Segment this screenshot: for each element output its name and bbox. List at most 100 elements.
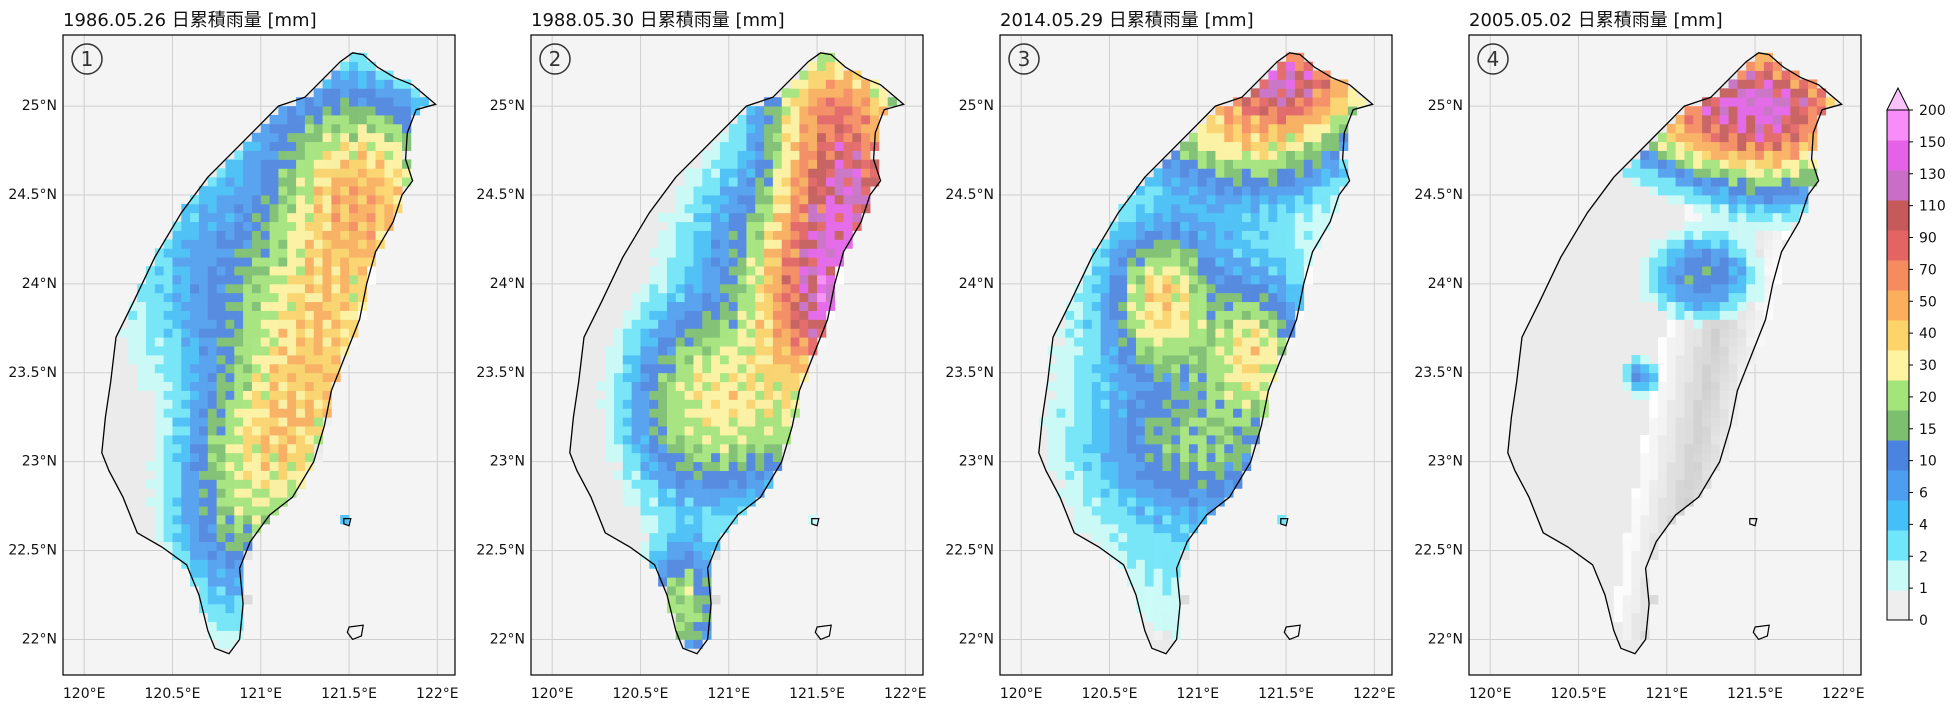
rain-cell <box>1294 88 1305 98</box>
rain-cell <box>1074 346 1084 356</box>
rain-cell <box>1268 186 1278 196</box>
rain-cell <box>1241 390 1252 400</box>
rain-cell <box>393 195 403 205</box>
rain-cell <box>772 106 783 116</box>
rain-cell <box>1162 595 1172 605</box>
rain-cell <box>1162 426 1172 436</box>
rain-cell <box>1215 443 1225 454</box>
rain-cell <box>1215 239 1225 249</box>
rain-cell <box>1197 275 1207 285</box>
rain-cell <box>154 479 165 489</box>
rain-cell <box>852 186 862 196</box>
rain-cell <box>737 497 747 507</box>
rain-cell <box>755 168 765 178</box>
rain-cell <box>728 221 738 231</box>
rain-cell <box>702 479 712 489</box>
rain-cell <box>1666 150 1676 160</box>
rain-cell <box>1153 408 1163 418</box>
rain-cell <box>825 88 836 98</box>
colorbar-label: 4 <box>1919 517 1928 533</box>
rain-cell <box>1144 355 1155 365</box>
rain-cell <box>198 346 209 356</box>
rain-cell <box>1135 283 1146 294</box>
rain-cell <box>154 532 165 543</box>
rain-cell <box>163 390 173 400</box>
rain-cell <box>287 221 297 231</box>
rain-cell <box>772 97 783 107</box>
rain-cell <box>1268 159 1278 169</box>
rain-cell <box>366 230 376 240</box>
rain-cell <box>781 310 791 320</box>
rain-cell <box>772 337 783 347</box>
rain-cell <box>1250 266 1260 276</box>
rain-cell <box>666 603 677 614</box>
rain-cell <box>1294 248 1305 258</box>
rain-cell <box>870 123 880 134</box>
rain-cell <box>1772 221 1782 231</box>
rain-cell <box>216 257 226 267</box>
rain-cell <box>1180 150 1190 160</box>
rain-cell <box>772 372 783 383</box>
rain-cell <box>1233 132 1243 143</box>
rain-cell <box>1728 275 1738 285</box>
rain-cell <box>1241 435 1252 445</box>
rain-cell <box>781 355 791 365</box>
colorbar-segment <box>1887 140 1909 171</box>
rain-cell <box>1330 150 1340 160</box>
rain-cell <box>719 488 730 498</box>
rain-cell <box>1188 239 1199 249</box>
rain-cell <box>781 203 791 214</box>
rain-cell <box>269 443 279 454</box>
rain-cell <box>675 337 686 347</box>
rain-cell <box>198 195 209 205</box>
rain-cell <box>817 221 827 231</box>
rain-cell <box>1135 355 1146 365</box>
rain-cell <box>772 319 783 329</box>
rain-cell <box>296 346 306 356</box>
rain-cell <box>658 408 668 418</box>
rain-cell <box>737 257 747 267</box>
rain-cell <box>1303 230 1313 240</box>
rain-cell <box>658 266 668 276</box>
rain-cell <box>1118 203 1128 214</box>
rain-cell <box>640 470 650 480</box>
rain-cell <box>737 168 747 178</box>
rain-cell <box>1153 381 1163 391</box>
rain-cell <box>402 168 412 178</box>
rain-cell <box>1171 621 1181 631</box>
rain-cell <box>313 221 323 231</box>
rain-cell <box>1188 168 1199 178</box>
rain-cell <box>375 186 385 196</box>
rain-cell <box>719 132 730 143</box>
rain-cell <box>755 230 765 240</box>
rain-cell <box>658 212 668 223</box>
rain-cell <box>1737 186 1747 196</box>
rain-cell <box>684 523 694 534</box>
rain-cell <box>772 186 783 196</box>
rain-cell <box>243 141 253 151</box>
rain-cell <box>1091 337 1102 347</box>
rain-cell <box>1215 159 1225 169</box>
rain-cell <box>1808 97 1818 107</box>
rain-cell <box>1153 523 1163 534</box>
rain-cell <box>225 426 235 436</box>
rain-cell <box>1330 88 1340 98</box>
rain-cell <box>1100 257 1110 267</box>
rain-cell <box>260 301 270 311</box>
rain-cell <box>207 301 218 311</box>
rain-cell <box>1303 97 1313 107</box>
rain-cell <box>243 435 253 445</box>
rain-cell <box>1233 275 1243 285</box>
rain-cell <box>1091 523 1102 534</box>
rain-cell <box>808 515 818 525</box>
rain-cell <box>649 319 659 329</box>
rain-cell <box>128 301 138 311</box>
rain-cell <box>1215 417 1225 427</box>
rain-cell <box>1224 346 1234 356</box>
rain-cell <box>1710 301 1721 311</box>
rain-cell <box>145 292 156 303</box>
rain-cell <box>790 212 800 223</box>
rain-cell <box>1162 221 1172 231</box>
panel-title: 1986.05.26 日累積雨量 [mm] <box>63 10 317 31</box>
rain-cell <box>172 355 182 365</box>
